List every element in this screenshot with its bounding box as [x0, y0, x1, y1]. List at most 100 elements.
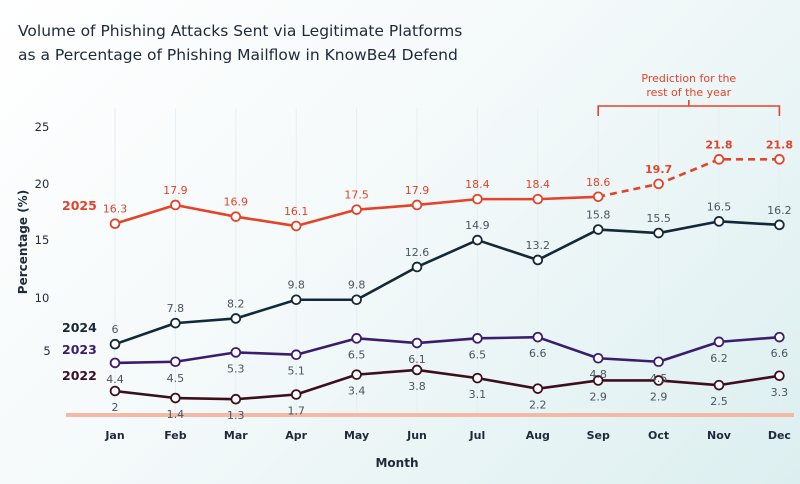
data-label-2022-jul: 3.1 [469, 388, 487, 401]
series-2022: 2 1.4 1.3 1.7 3.4 3.8 3.1 2.2 2.9 2.9 2.5 3.3 2022 [62, 364, 789, 422]
data-label-2024-dec: 16.2 [767, 204, 792, 217]
x-axis-band [66, 413, 794, 417]
chart-title: Volume of Phishing Attacks Sent via Legi… [18, 22, 462, 64]
series-label-2022: 2022 [62, 368, 97, 383]
data-label-2023-feb: 4.5 [167, 372, 185, 385]
point-2025-oct [653, 178, 664, 190]
point-2023-apr [290, 349, 302, 361]
point-2024-sep [592, 224, 604, 235]
point-2023-feb [170, 356, 181, 368]
x-tick-label: Aug [526, 429, 550, 442]
data-label-2025-dec: 21.8 [766, 138, 793, 151]
data-label-2023-jul: 6.5 [469, 348, 487, 361]
data-label-2025-aug: 18.4 [526, 178, 551, 191]
point-2025-feb [170, 199, 181, 211]
point-2022-jun [411, 364, 423, 376]
data-label-2022-mar: 1.3 [227, 409, 245, 422]
prediction-label-line-2: rest of the year [646, 86, 731, 99]
x-tick-label: Sep [587, 429, 610, 442]
series-line-2022 [114, 368, 780, 401]
data-label-2024-sep: 15.8 [586, 209, 611, 222]
point-2023-jun [411, 337, 423, 349]
data-label-2025-feb: 17.9 [163, 184, 188, 197]
series-2023: 4.4 4.5 5.3 5.1 6.5 6.1 6.5 6.6 4.8 4.5 6.2 6.6 2023 [62, 331, 789, 386]
data-label-2022-aug: 2.2 [529, 399, 547, 412]
data-label-2022-nov: 2.5 [710, 395, 728, 408]
data-label-2022-feb: 1.4 [167, 408, 185, 421]
prediction-bracket [597, 105, 781, 116]
point-2024-may [351, 294, 362, 306]
point-2022-nov [713, 379, 725, 391]
data-label-2024-apr: 9.8 [287, 279, 305, 292]
chart-title-line-2: as a Percentage of Phishing Mailflow in … [18, 46, 458, 64]
data-label-2025-jun: 17.9 [405, 184, 430, 197]
point-2023-may [351, 333, 362, 344]
data-label-2022-jun: 3.8 [408, 380, 426, 393]
y-axis-ticks: 5 10 15 20 25 [35, 120, 51, 358]
point-2024-oct [653, 227, 664, 239]
data-label-2022-jan: 2 [112, 401, 119, 414]
x-tick-label: Jul [469, 429, 486, 442]
point-2024-mar [230, 313, 242, 324]
series-label-2023: 2023 [62, 342, 97, 357]
point-2022-dec [774, 370, 785, 382]
point-2022-jul [472, 372, 483, 384]
data-label-2023-mar: 5.3 [227, 362, 245, 375]
point-2022-may [351, 369, 362, 380]
y-tick-label: 25 [35, 120, 50, 134]
data-label-2023-may: 6.5 [348, 348, 366, 361]
x-tick-label: Feb [164, 429, 187, 442]
series-label-2025: 2025 [62, 198, 97, 213]
data-label-2023-apr: 5.1 [287, 365, 305, 378]
data-label-2024-oct: 15.5 [646, 212, 671, 225]
data-label-2023-jun: 6.1 [408, 353, 426, 366]
point-2024-dec [774, 219, 785, 231]
x-tick-label: Jun [406, 429, 427, 442]
data-label-2022-dec: 3.3 [771, 386, 789, 399]
data-label-2022-oct: 2.9 [650, 390, 668, 403]
data-label-2023-nov: 6.2 [710, 352, 728, 365]
data-label-2025-mar: 16.9 [224, 196, 249, 209]
point-2024-jul [472, 234, 483, 246]
point-2023-oct [653, 356, 664, 368]
series-line-2024 [114, 220, 780, 346]
data-label-2024-mar: 8.2 [227, 297, 245, 310]
data-label-2023-dec: 6.6 [771, 347, 789, 360]
x-axis-ticks: Jan Feb Mar Apr May Jun Jul Aug Sep Oct Nov Dec [104, 429, 791, 442]
vertical-gridlines [114, 108, 780, 412]
data-label-2024-aug: 13.2 [526, 239, 551, 252]
point-2025-sep [592, 191, 604, 203]
point-2025-dec [774, 154, 785, 165]
x-tick-label: Nov [707, 429, 732, 442]
data-label-2024-feb: 7.8 [167, 302, 185, 315]
point-2025-apr [290, 220, 302, 232]
series-line-2023 [114, 335, 780, 365]
data-label-2025-jan: 16.3 [103, 203, 128, 216]
data-label-2025-sep: 18.6 [586, 176, 611, 189]
x-axis-title: Month [375, 456, 418, 470]
x-tick-label: Apr [285, 429, 307, 442]
data-label-2023-aug: 6.6 [529, 347, 547, 360]
data-label-2024-jan: 6 [112, 323, 119, 336]
data-label-2024-may: 9.8 [348, 279, 366, 292]
data-label-2025-may: 17.5 [344, 189, 369, 202]
point-2025-jan [109, 218, 121, 229]
data-label-2022-apr: 1.7 [287, 405, 305, 418]
data-label-2023-sep: 4.8 [589, 368, 607, 381]
x-tick-label: Jan [104, 429, 124, 442]
series-2024: 6 7.8 8.2 9.8 9.8 12.6 14.9 13.2 15.8 15.5 16.5 16.… [62, 200, 792, 350]
point-2025-jul [472, 193, 483, 205]
y-tick-label: 15 [35, 233, 50, 247]
point-2025-may [351, 204, 362, 215]
y-axis-title: Percentage (%) [16, 190, 30, 294]
y-tick-label: 10 [35, 291, 50, 305]
data-label-2025-apr: 16.1 [284, 205, 309, 218]
point-2024-nov [713, 216, 725, 227]
point-2022-feb [170, 392, 181, 404]
point-2023-mar [230, 347, 242, 358]
data-label-2022-sep: 2.9 [589, 390, 607, 403]
data-label-2024-jul: 14.9 [465, 219, 490, 232]
point-2022-mar [230, 393, 242, 405]
point-2022-jan [109, 385, 121, 397]
prediction-label-line-1: Prediction for the [641, 72, 736, 85]
